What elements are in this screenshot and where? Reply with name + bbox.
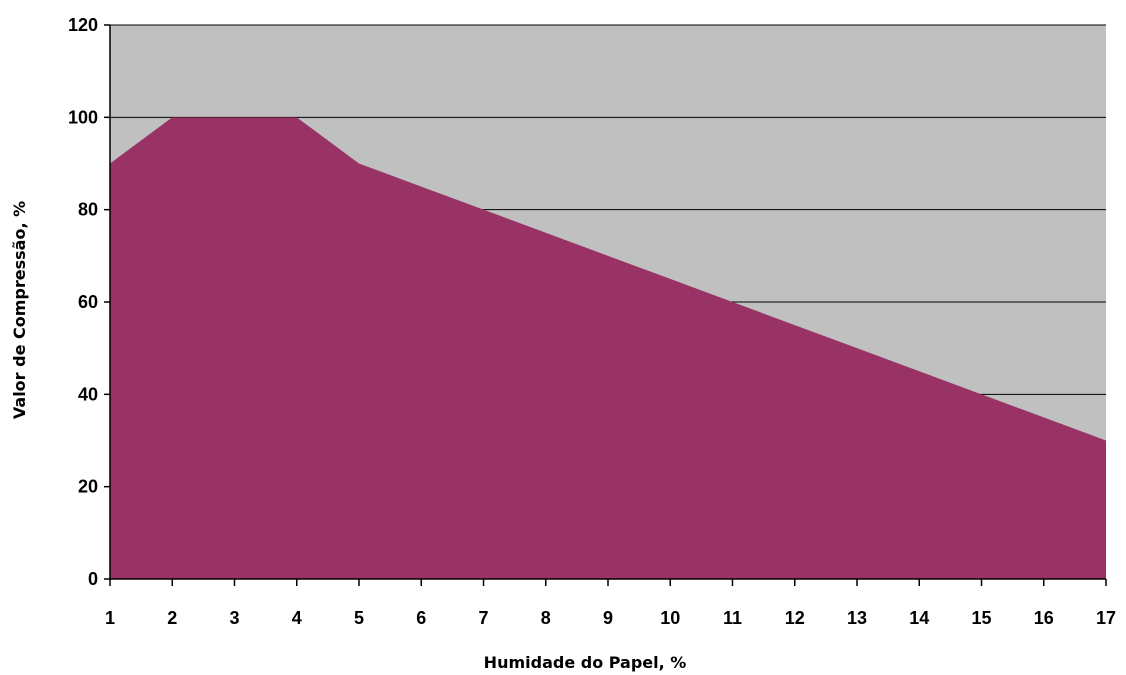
x-tick-label: 1 xyxy=(105,608,115,628)
x-tick-label: 15 xyxy=(971,608,991,628)
y-axis-tick-labels: 0 20 40 60 80 100 120 xyxy=(68,15,110,589)
x-tick-label: 7 xyxy=(478,608,488,628)
x-tick-label: 14 xyxy=(909,608,929,628)
x-tick-label: 10 xyxy=(660,608,680,628)
x-tick-label: 16 xyxy=(1034,608,1054,628)
x-tick-label: 2 xyxy=(167,608,177,628)
x-tick-label: 17 xyxy=(1096,608,1116,628)
x-tick-label: 3 xyxy=(229,608,239,628)
x-tick-label: 5 xyxy=(354,608,364,628)
y-tick-label: 100 xyxy=(68,107,98,127)
y-tick-label: 80 xyxy=(78,200,98,220)
x-tick-label: 11 xyxy=(723,608,742,628)
x-tick-label: 12 xyxy=(785,608,805,628)
y-tick-label: 120 xyxy=(68,15,98,35)
x-tick-label: 6 xyxy=(416,608,426,628)
y-axis-title: Valor de Compressão, % xyxy=(10,201,29,419)
x-tick-label: 9 xyxy=(603,608,613,628)
y-tick-label: 20 xyxy=(78,477,98,497)
x-tick-label: 13 xyxy=(847,608,867,628)
y-tick-label: 40 xyxy=(78,384,98,404)
y-tick-label: 0 xyxy=(88,569,98,589)
x-axis-title: Humidade do Papel, % xyxy=(484,653,687,672)
x-tick-label: 4 xyxy=(292,608,302,628)
x-tick-label: 8 xyxy=(541,608,551,628)
y-tick-label: 60 xyxy=(78,292,98,312)
x-axis-tick-labels: 1 2 3 4 5 6 7 8 9 10 11 12 13 14 15 16 17 xyxy=(105,579,1116,628)
area-series xyxy=(110,117,1106,579)
